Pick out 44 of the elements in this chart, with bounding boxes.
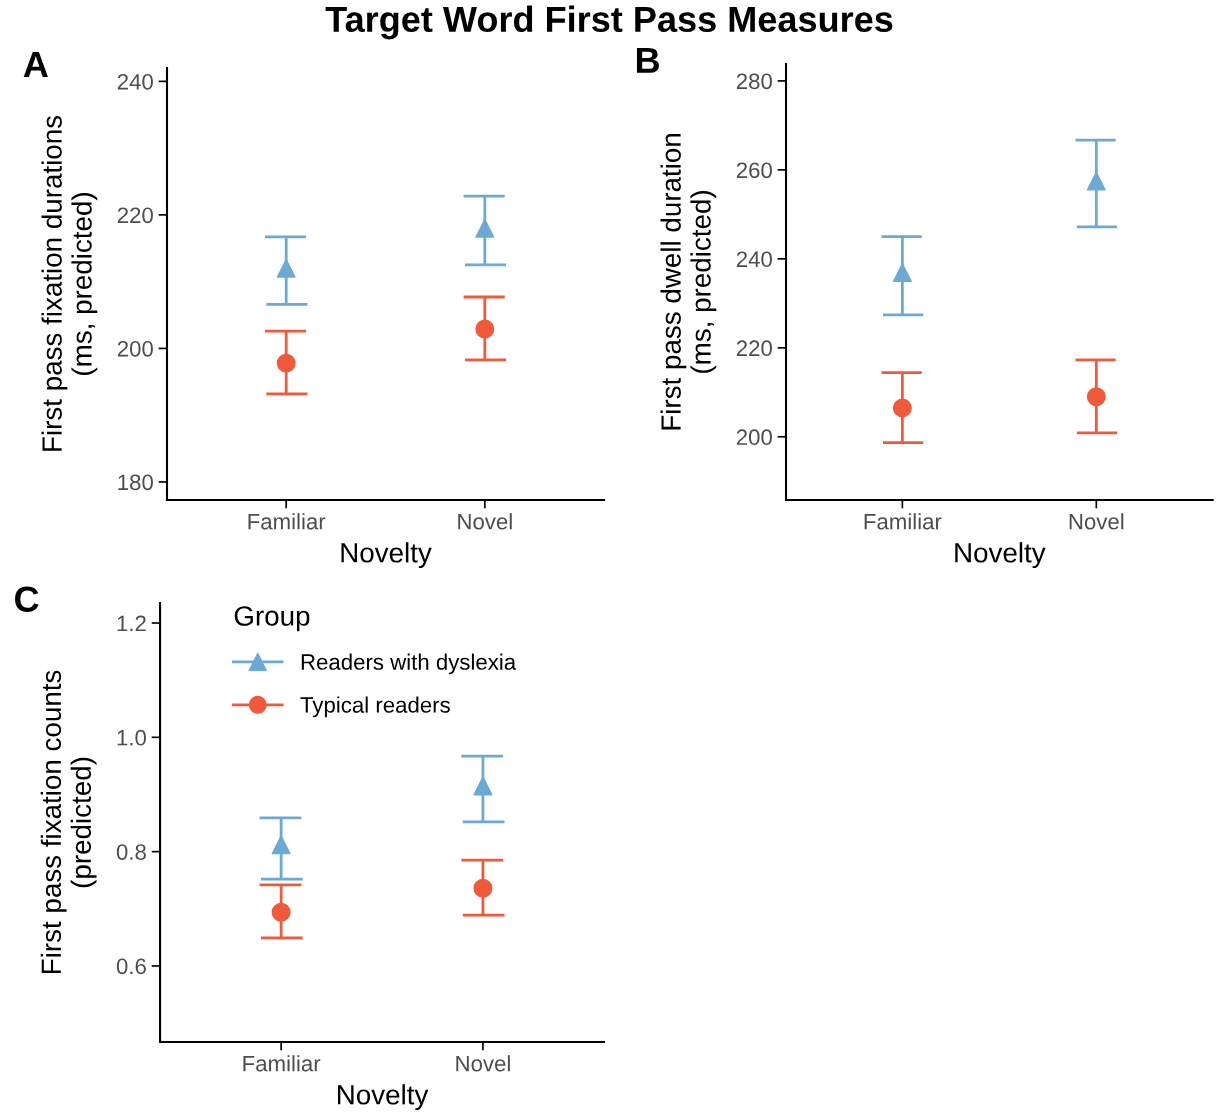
x-axis-title: Novelty [955, 542, 1046, 569]
y-tick-label: 180 [118, 474, 153, 491]
x-axis-title: Novelty [338, 1084, 429, 1111]
point [473, 776, 493, 796]
x-tick-label: Novel [1069, 513, 1124, 530]
y-tick-label: 220 [117, 207, 153, 224]
point [1086, 387, 1106, 407]
x-tick-label: Familiar [248, 513, 326, 530]
legend-title: Group [234, 606, 310, 632]
point [892, 398, 912, 418]
y-tick-label: 0.6 [116, 958, 146, 975]
y-tick-label: 260 [736, 162, 772, 179]
point [271, 835, 291, 855]
x-tick-label: Novel [456, 1055, 510, 1072]
legend-label: Readers with dyslexia [301, 653, 517, 675]
y-tick-label: 1.0 [117, 729, 146, 746]
point [276, 353, 296, 373]
x-tick-label: Familiar [864, 513, 942, 530]
y-tick-label: 1.2 [117, 615, 146, 632]
y-tick-label: 220 [736, 340, 772, 357]
point [276, 258, 296, 278]
text: A [23, 52, 48, 77]
legend-label: Typical readers [300, 696, 450, 718]
y-tick-label: 200 [736, 429, 772, 446]
chart-title: Target Word First Pass Measures [325, 5, 893, 40]
y-axis-title: First pass fixation counts (predicted) [40, 670, 97, 974]
x-axis-title: Novelty [341, 542, 432, 569]
point [1086, 171, 1106, 191]
point [475, 218, 495, 238]
point [475, 319, 495, 339]
y-tick-label: 200 [117, 340, 153, 357]
text: B [636, 47, 659, 73]
y-tick-label: 240 [736, 251, 772, 268]
y-tick-label: 280 [736, 73, 772, 90]
y-axis-title: First pass fixation durations (ms, predicted) [41, 115, 98, 451]
y-tick-label: 240 [117, 73, 153, 90]
point [892, 263, 912, 283]
y-axis-title: First pass dwell duration (ms, predicted) [660, 134, 717, 430]
x-tick-label: Novel [458, 513, 512, 530]
y-tick-label: 0.8 [116, 844, 146, 860]
text: C [15, 586, 39, 612]
x-tick-label: Familiar [243, 1055, 321, 1072]
point [473, 878, 493, 898]
point [271, 902, 291, 922]
